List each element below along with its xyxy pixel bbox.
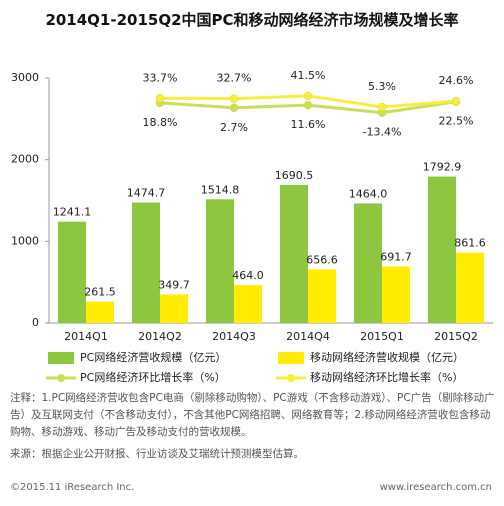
line-label: 32.7% — [217, 72, 252, 85]
source: 来源：根据企业公开财报、行业访谈及艾瑞统计预测模型估算。 — [10, 448, 304, 460]
bar — [86, 301, 114, 323]
bar-label: 1792.9 — [423, 161, 462, 174]
line-label: 22.5% — [439, 115, 474, 128]
x-tick-label: 2014Q2 — [138, 330, 182, 343]
y-tick-label: 0 — [32, 316, 39, 329]
line-label: -13.4% — [363, 126, 402, 139]
notes: 注释：1.PC网络经济营收包含PC电商（剔除移动购物）、PC游戏（不含移动游戏）… — [10, 392, 495, 438]
bar-label: 464.0 — [232, 269, 264, 282]
line-label: 11.6% — [291, 118, 326, 131]
bar-label: 656.6 — [306, 253, 338, 266]
bar — [382, 266, 410, 323]
bar-label: 1514.8 — [201, 183, 240, 196]
bar-label: 861.6 — [454, 237, 486, 250]
bar-label: 261.5 — [84, 286, 116, 299]
bar — [280, 184, 308, 323]
bar-label: 1474.7 — [127, 187, 166, 200]
legend-label: 移动网络经济环比增长率（%） — [310, 370, 463, 384]
bar — [428, 176, 456, 323]
copyright: ©2015.11 iResearch Inc. — [10, 482, 135, 493]
bar — [160, 294, 188, 323]
bar-label: 1690.5 — [275, 169, 314, 182]
line-marker — [303, 91, 313, 101]
bar — [234, 285, 262, 323]
legend-swatch — [278, 352, 304, 364]
y-tick-label: 1000 — [11, 234, 39, 247]
legend-swatch — [48, 352, 74, 364]
x-tick-label: 2015Q1 — [360, 330, 404, 343]
line-label: 41.5% — [291, 69, 326, 82]
line-label: 24.6% — [439, 74, 474, 87]
legend-marker — [287, 374, 295, 382]
bar — [58, 221, 86, 323]
line-marker — [155, 94, 165, 103]
line-label: 2.7% — [220, 121, 248, 134]
legend-label: PC网络经济环比增长率（%） — [80, 370, 226, 384]
line-marker — [377, 102, 387, 112]
x-tick-label: 2015Q2 — [434, 330, 478, 343]
x-tick-label: 2014Q4 — [286, 330, 330, 343]
bar-label: 691.7 — [380, 251, 412, 264]
legend-marker — [57, 374, 65, 382]
bar — [132, 202, 160, 323]
y-tick-label: 2000 — [11, 153, 39, 166]
bar-label: 1241.1 — [53, 206, 92, 219]
line-marker — [229, 103, 239, 113]
bar — [308, 269, 336, 323]
bar — [456, 252, 484, 323]
x-tick-label: 2014Q3 — [212, 330, 256, 343]
line-label: 33.7% — [143, 71, 178, 84]
line-marker — [303, 100, 313, 110]
website: www.iresearch.com.cn — [379, 482, 492, 493]
line-label: 18.8% — [143, 116, 178, 129]
line-marker — [451, 96, 461, 106]
legend-label: 移动网络经济营收规模（亿元） — [310, 350, 464, 364]
bar — [354, 203, 382, 323]
bar-label: 1464.0 — [349, 187, 388, 200]
line-marker — [229, 94, 239, 103]
legend-label: PC网络经济营收规模（亿元） — [80, 350, 226, 364]
bar-label: 349.7 — [158, 278, 190, 291]
bar — [206, 199, 234, 323]
x-tick-label: 2014Q1 — [64, 330, 108, 343]
line-label: 5.3% — [368, 80, 396, 93]
chart-title: 2014Q1-2015Q2中国PC和移动网络经济市场规模及增长率 — [45, 11, 459, 29]
y-tick-label: 3000 — [11, 71, 39, 84]
